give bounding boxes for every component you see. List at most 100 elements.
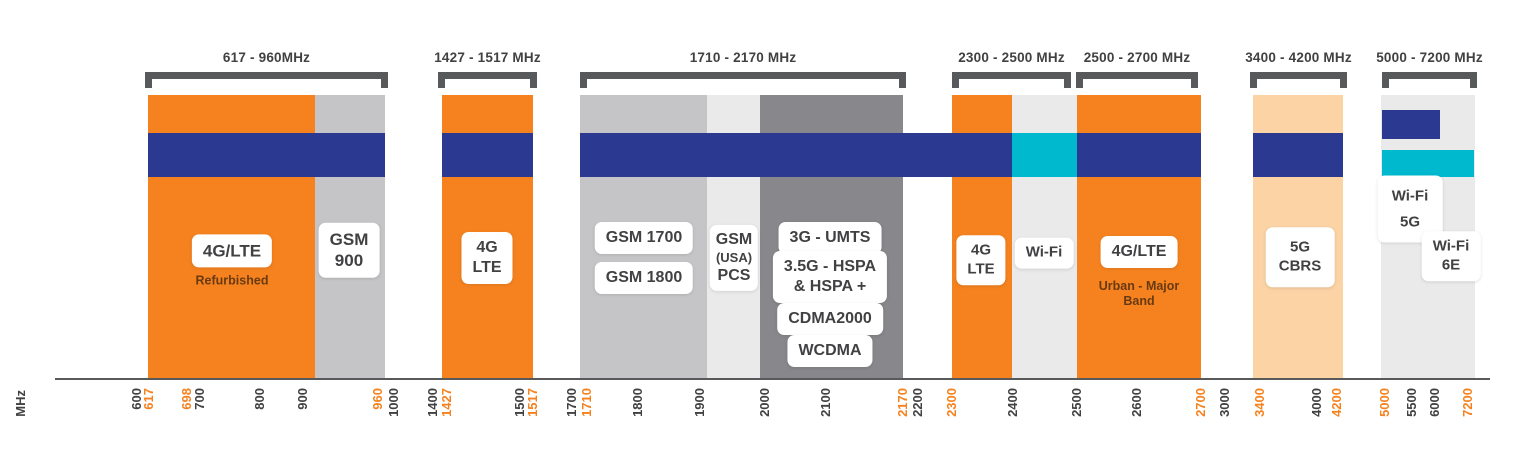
axis-tick-2300: 2300 xyxy=(944,388,959,417)
label-wcdma: WCDMA xyxy=(787,335,873,367)
label-line: 3.5G - HSPA xyxy=(783,258,877,275)
label-line: 900 xyxy=(334,251,364,270)
label-line: Wi-Fi xyxy=(1025,243,1063,261)
bracket-cap-right xyxy=(899,72,906,88)
axis-tick-1427: 1427 xyxy=(439,388,454,417)
label-line: CDMA2000 xyxy=(788,310,872,327)
range-2500-2700-bracket xyxy=(1076,72,1198,88)
label-line: LTE xyxy=(967,260,995,277)
label-line: Wi-Fi xyxy=(1391,187,1429,205)
axis-tick-1517: 1517 xyxy=(525,388,540,417)
range-3400-4200-bracket xyxy=(1250,72,1347,88)
label-line: CBRS xyxy=(1278,257,1322,274)
range-617-960-bracket xyxy=(145,72,388,88)
label-4g-lte-refurbished: 4G/LTE xyxy=(191,234,273,268)
note-line: Urban - Major xyxy=(1098,279,1180,293)
note-line: Band xyxy=(1123,294,1155,308)
axis-tick-2700: 2700 xyxy=(1193,388,1208,417)
note-refurbished: Refurbished xyxy=(196,274,269,289)
label-line: WCDMA xyxy=(798,342,862,359)
frequency-axis-line xyxy=(55,378,1490,380)
axis-tick-960: 960 xyxy=(370,388,385,410)
bracket-bar xyxy=(952,72,1071,79)
label-wifi-2400: Wi-Fi xyxy=(1014,237,1074,269)
range-1710-2170-bracket xyxy=(580,72,906,88)
range-3400-4200-label: 3400 - 4200 MHz xyxy=(1245,50,1352,65)
label-line: GSM xyxy=(329,229,369,249)
label-gsm-1800: GSM 1800 xyxy=(594,262,694,294)
label-line: GSM xyxy=(715,230,753,248)
bracket-cap-left xyxy=(952,72,959,88)
bracket-cap-left xyxy=(438,72,445,88)
seg-617-960 xyxy=(148,133,385,177)
axis-tick-1800: 1800 xyxy=(630,388,645,417)
range-2300-2500-label: 2300 - 2500 MHz xyxy=(958,50,1065,65)
label-5g-cbrs: 5G CBRS xyxy=(1265,227,1335,287)
axis-tick-3000: 3000 xyxy=(1217,388,1232,417)
seg-2500-2700 xyxy=(1077,133,1201,177)
axis-tick-5500: 5500 xyxy=(1404,388,1419,417)
axis-tick-5000: 5000 xyxy=(1377,388,1392,417)
axis-tick-2500: 2500 xyxy=(1069,388,1084,417)
bracket-cap-right xyxy=(381,72,388,88)
bracket-cap-left xyxy=(580,72,587,88)
label-4g-lte-2300: 4G LTE xyxy=(956,235,1006,285)
bracket-bar xyxy=(1250,72,1347,79)
axis-tick-617: 617 xyxy=(141,388,156,410)
axis-tick-6000: 6000 xyxy=(1427,388,1442,417)
range-2300-2500-bracket xyxy=(952,72,1071,88)
label-gsm-usa-pcs: GSM (USA) PCS xyxy=(709,224,759,292)
note-line: Refurbished xyxy=(195,273,269,288)
seg-1710-2400 xyxy=(580,133,1012,177)
label-cdma2000: CDMA2000 xyxy=(777,303,883,335)
axis-tick-1710: 1710 xyxy=(579,388,594,417)
bracket-cap-right xyxy=(1064,72,1071,88)
axis-tick-700: 700 xyxy=(192,388,207,410)
axis-tick-2000: 2000 xyxy=(757,388,772,417)
bracket-bar xyxy=(438,72,537,79)
bracket-bar xyxy=(580,72,906,79)
bracket-cap-right xyxy=(1191,72,1198,88)
label-line: GSM 1800 xyxy=(605,269,683,286)
seg-5000-6000-blue xyxy=(1382,110,1440,139)
seg-3400-4200 xyxy=(1253,133,1343,177)
bracket-cap-right xyxy=(530,72,537,88)
axis-tick-4200: 4200 xyxy=(1329,388,1344,417)
range-5000-7200-label: 5000 - 7200 MHz xyxy=(1376,50,1483,65)
bracket-cap-left xyxy=(1076,72,1083,88)
seg-2400-2500 xyxy=(1012,133,1077,177)
label-line: 5G xyxy=(1399,213,1420,230)
label-hspa: 3.5G - HSPA & HSPA + xyxy=(772,251,888,303)
axis-tick-1000: 1000 xyxy=(386,388,401,417)
label-line: 4G/LTE xyxy=(202,241,262,261)
bracket-bar xyxy=(1076,72,1198,79)
range-1427-1517-label: 1427 - 1517 MHz xyxy=(434,50,541,65)
label-3g-umts: 3G - UMTS xyxy=(778,222,882,254)
axis-tick-3400: 3400 xyxy=(1252,388,1267,417)
label-wifi-5g: Wi-Fi 5G xyxy=(1377,175,1443,243)
label-line: 5G xyxy=(1289,238,1311,256)
label-line: PCS xyxy=(717,267,751,285)
label-4g-lte-1427: 4G LTE xyxy=(461,232,513,284)
axis-tick-2200: 2200 xyxy=(910,388,925,417)
label-line: (USA) xyxy=(715,249,753,265)
seg-5000-7200-teal xyxy=(1382,150,1474,177)
axis-tick-900: 900 xyxy=(295,388,310,410)
axis-unit-label: MHz xyxy=(13,390,28,417)
seg-1427-1517 xyxy=(442,133,533,177)
note-urban-major-band: Urban - Major Band xyxy=(1099,279,1180,309)
label-gsm-1700: GSM 1700 xyxy=(594,222,694,254)
bracket-cap-right xyxy=(1340,72,1347,88)
label-line: & HSPA + xyxy=(793,278,867,295)
label-line: LTE xyxy=(472,259,502,276)
range-2500-2700-label: 2500 - 2700 MHz xyxy=(1083,50,1191,65)
label-line: 3G - UMTS xyxy=(789,229,871,246)
label-wifi-6e: Wi-Fi 6E xyxy=(1421,231,1481,281)
bracket-bar xyxy=(145,72,388,79)
axis-tick-2100: 2100 xyxy=(818,388,833,417)
label-line: 4G xyxy=(970,241,991,259)
bracket-cap-left xyxy=(145,72,152,88)
label-4g-lte-2500: 4G/LTE xyxy=(1100,236,1178,268)
range-5000-7200-bracket xyxy=(1382,72,1477,88)
